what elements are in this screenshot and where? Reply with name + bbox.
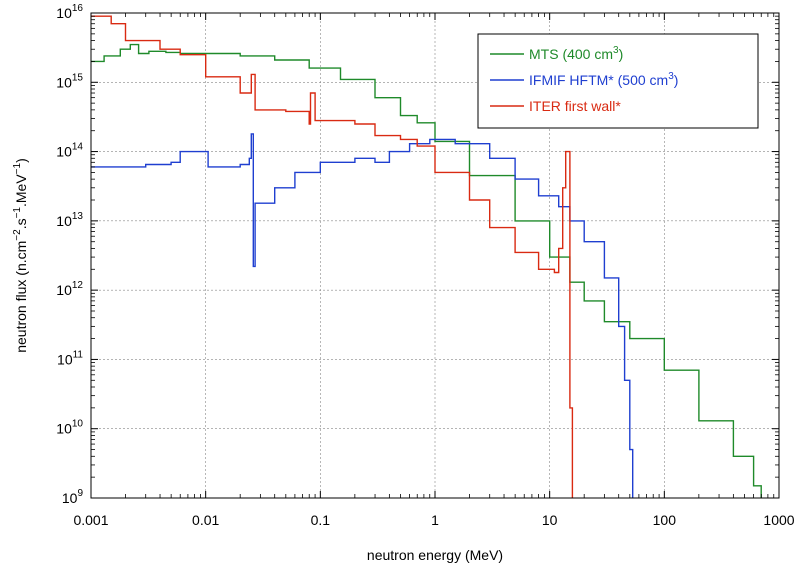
- y-tick-label: 1015: [56, 72, 83, 90]
- legend-label: MTS (400 cm3): [529, 45, 623, 62]
- x-tick-label: 0.1: [311, 512, 331, 528]
- series-line-2: [91, 133, 634, 498]
- series-layer: [91, 15, 762, 498]
- legend: MTS (400 cm3) IFMIF HFTM* (500 cm3) ITER f…: [477, 33, 759, 129]
- x-tick-label: 100: [653, 512, 677, 528]
- y-tick-label: 1012: [56, 280, 83, 298]
- x-tick-label: 10: [542, 512, 558, 528]
- x-tick-label: 1000: [763, 512, 794, 528]
- legend-label: IFMIF HFTM* (500 cm3): [529, 71, 678, 88]
- y-tick-label: 1011: [57, 349, 83, 367]
- y-tick-label: 1014: [56, 142, 83, 160]
- x-tick-label: 0.001: [73, 512, 108, 528]
- axis-ticks: [90, 12, 780, 499]
- y-tick-label: 109: [62, 488, 84, 506]
- x-tick-labels: 0.001 0.01 0.1 1 10 100 1000: [73, 512, 794, 528]
- legend-box: [477, 33, 759, 129]
- legend-label: ITER first wall*: [529, 98, 621, 114]
- x-axis-label: neutron energy (MeV): [367, 547, 503, 563]
- x-tick-label: 1: [431, 512, 439, 528]
- y-tick-labels: 109 1010 1011 1012 1013 1014 1015 1016: [56, 3, 83, 506]
- y-tick-label: 1016: [56, 3, 83, 21]
- y-tick-label: 1013: [56, 211, 83, 229]
- x-tick-label: 0.01: [192, 512, 219, 528]
- y-axis-label: neutron flux (n.cm−2.s−1.MeV−1): [12, 158, 29, 353]
- series-line-1: [91, 43, 762, 498]
- series-line-3: [91, 15, 574, 498]
- y-tick-label: 1010: [56, 419, 83, 437]
